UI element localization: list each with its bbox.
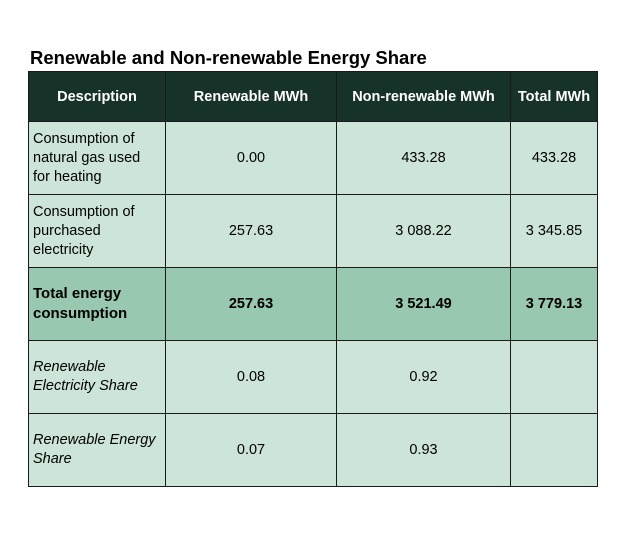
row-total xyxy=(510,340,598,414)
table-row: Renewable Energy Share 0.07 0.93 xyxy=(28,413,598,487)
energy-share-table: Description Renewable MWh Non-renewable … xyxy=(28,71,598,487)
total-row: Total energy consumption 257.63 3 521.49… xyxy=(28,267,598,341)
row-non-renewable: 0.93 xyxy=(336,413,511,487)
row-renewable: 0.08 xyxy=(165,340,337,414)
header-description: Description xyxy=(28,71,166,122)
row-renewable: 257.63 xyxy=(165,194,337,268)
header-total: Total MWh xyxy=(510,71,598,122)
row-description: Consumption of natural gas used for heat… xyxy=(28,121,166,195)
row-description: Renewable Electricity Share xyxy=(28,340,166,414)
row-total: 433.28 xyxy=(510,121,598,195)
row-non-renewable: 3 521.49 xyxy=(336,267,511,341)
table-row: Consumption of natural gas used for heat… xyxy=(28,121,598,195)
header-row: Description Renewable MWh Non-renewable … xyxy=(28,71,598,122)
row-renewable: 0.07 xyxy=(165,413,337,487)
row-non-renewable: 0.92 xyxy=(336,340,511,414)
table-title: Renewable and Non-renewable Energy Share xyxy=(30,47,427,68)
header-non-renewable: Non-renewable MWh xyxy=(336,71,511,122)
row-non-renewable: 3 088.22 xyxy=(336,194,511,268)
table-row: Consumption of purchased electricity 257… xyxy=(28,194,598,268)
row-description: Renewable Energy Share xyxy=(28,413,166,487)
row-renewable: 257.63 xyxy=(165,267,337,341)
row-non-renewable: 433.28 xyxy=(336,121,511,195)
row-total: 3 345.85 xyxy=(510,194,598,268)
row-description: Total energy consumption xyxy=(28,267,166,341)
row-total: 3 779.13 xyxy=(510,267,598,341)
table-row: Renewable Electricity Share 0.08 0.92 xyxy=(28,340,598,414)
row-description: Consumption of purchased electricity xyxy=(28,194,166,268)
row-renewable: 0.00 xyxy=(165,121,337,195)
row-total xyxy=(510,413,598,487)
header-renewable: Renewable MWh xyxy=(165,71,337,122)
